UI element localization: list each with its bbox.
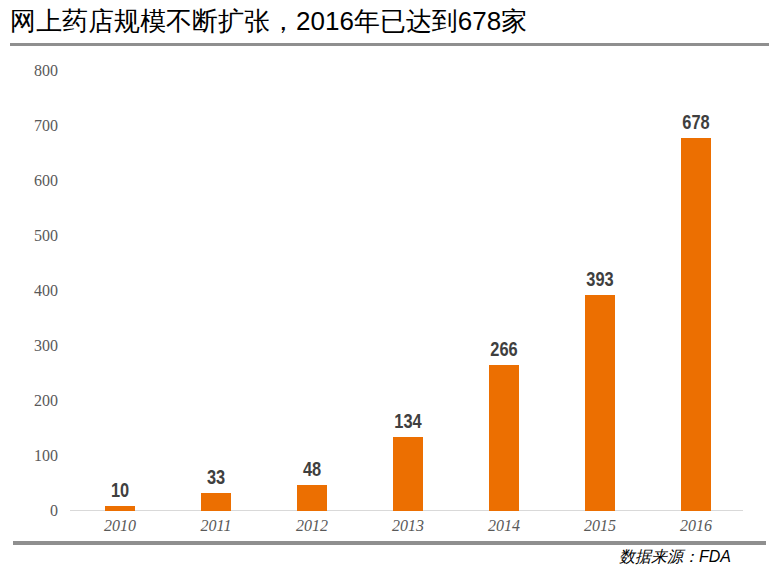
- x-tick-label: 2013: [360, 517, 456, 535]
- bar-2013: [393, 437, 423, 511]
- x-tick-label: 2012: [264, 517, 360, 535]
- bar-2014: [489, 365, 519, 511]
- y-axis: 0 100 200 300 400 500 600 700 800: [0, 0, 58, 575]
- bar-value-label: 266: [465, 338, 544, 361]
- x-tick-label: 2015: [552, 517, 648, 535]
- x-tick-label: 2016: [648, 517, 744, 535]
- bar-value-label: 48: [273, 458, 352, 481]
- bar-2012: [297, 485, 327, 511]
- bar-value-label: 678: [657, 111, 736, 134]
- y-tick-label: 800: [0, 62, 58, 80]
- bar-2011: [201, 493, 231, 511]
- bar-2010: [105, 506, 135, 512]
- y-tick-label: 200: [0, 392, 58, 410]
- x-tick-label: 2014: [456, 517, 552, 535]
- bar-value-label: 33: [177, 466, 256, 489]
- plot-area: 10 2010 33 2011 48 2012 134 2013 266 2014 393 2015 6…: [72, 0, 744, 575]
- bar-value-label: 134: [369, 410, 448, 433]
- y-tick-label: 700: [0, 117, 58, 135]
- bar-2015: [585, 295, 615, 511]
- online-pharmacy-chart-slide: 网上药店规模不断扩张，2016年已达到678家 0100200300400500…: [0, 0, 780, 575]
- y-tick-label: 400: [0, 282, 58, 300]
- bar-2016: [681, 138, 711, 511]
- y-tick-label: 100: [0, 447, 58, 465]
- bar-value-label: 393: [561, 268, 640, 291]
- source-label: 数据来源：FDA: [619, 547, 731, 567]
- x-tick-label: 2011: [168, 517, 264, 535]
- x-tick-label: 2010: [72, 517, 168, 535]
- bar-chart: 0 100 200 300 400 500 600 700 800 10 2010 33 2011 48…: [0, 0, 780, 575]
- y-tick-label: 500: [0, 227, 58, 245]
- footer-divider: [13, 541, 766, 545]
- bar-value-label: 10: [81, 479, 160, 502]
- y-tick-label: 0: [0, 502, 58, 520]
- y-tick-label: 300: [0, 337, 58, 355]
- y-tick-label: 600: [0, 172, 58, 190]
